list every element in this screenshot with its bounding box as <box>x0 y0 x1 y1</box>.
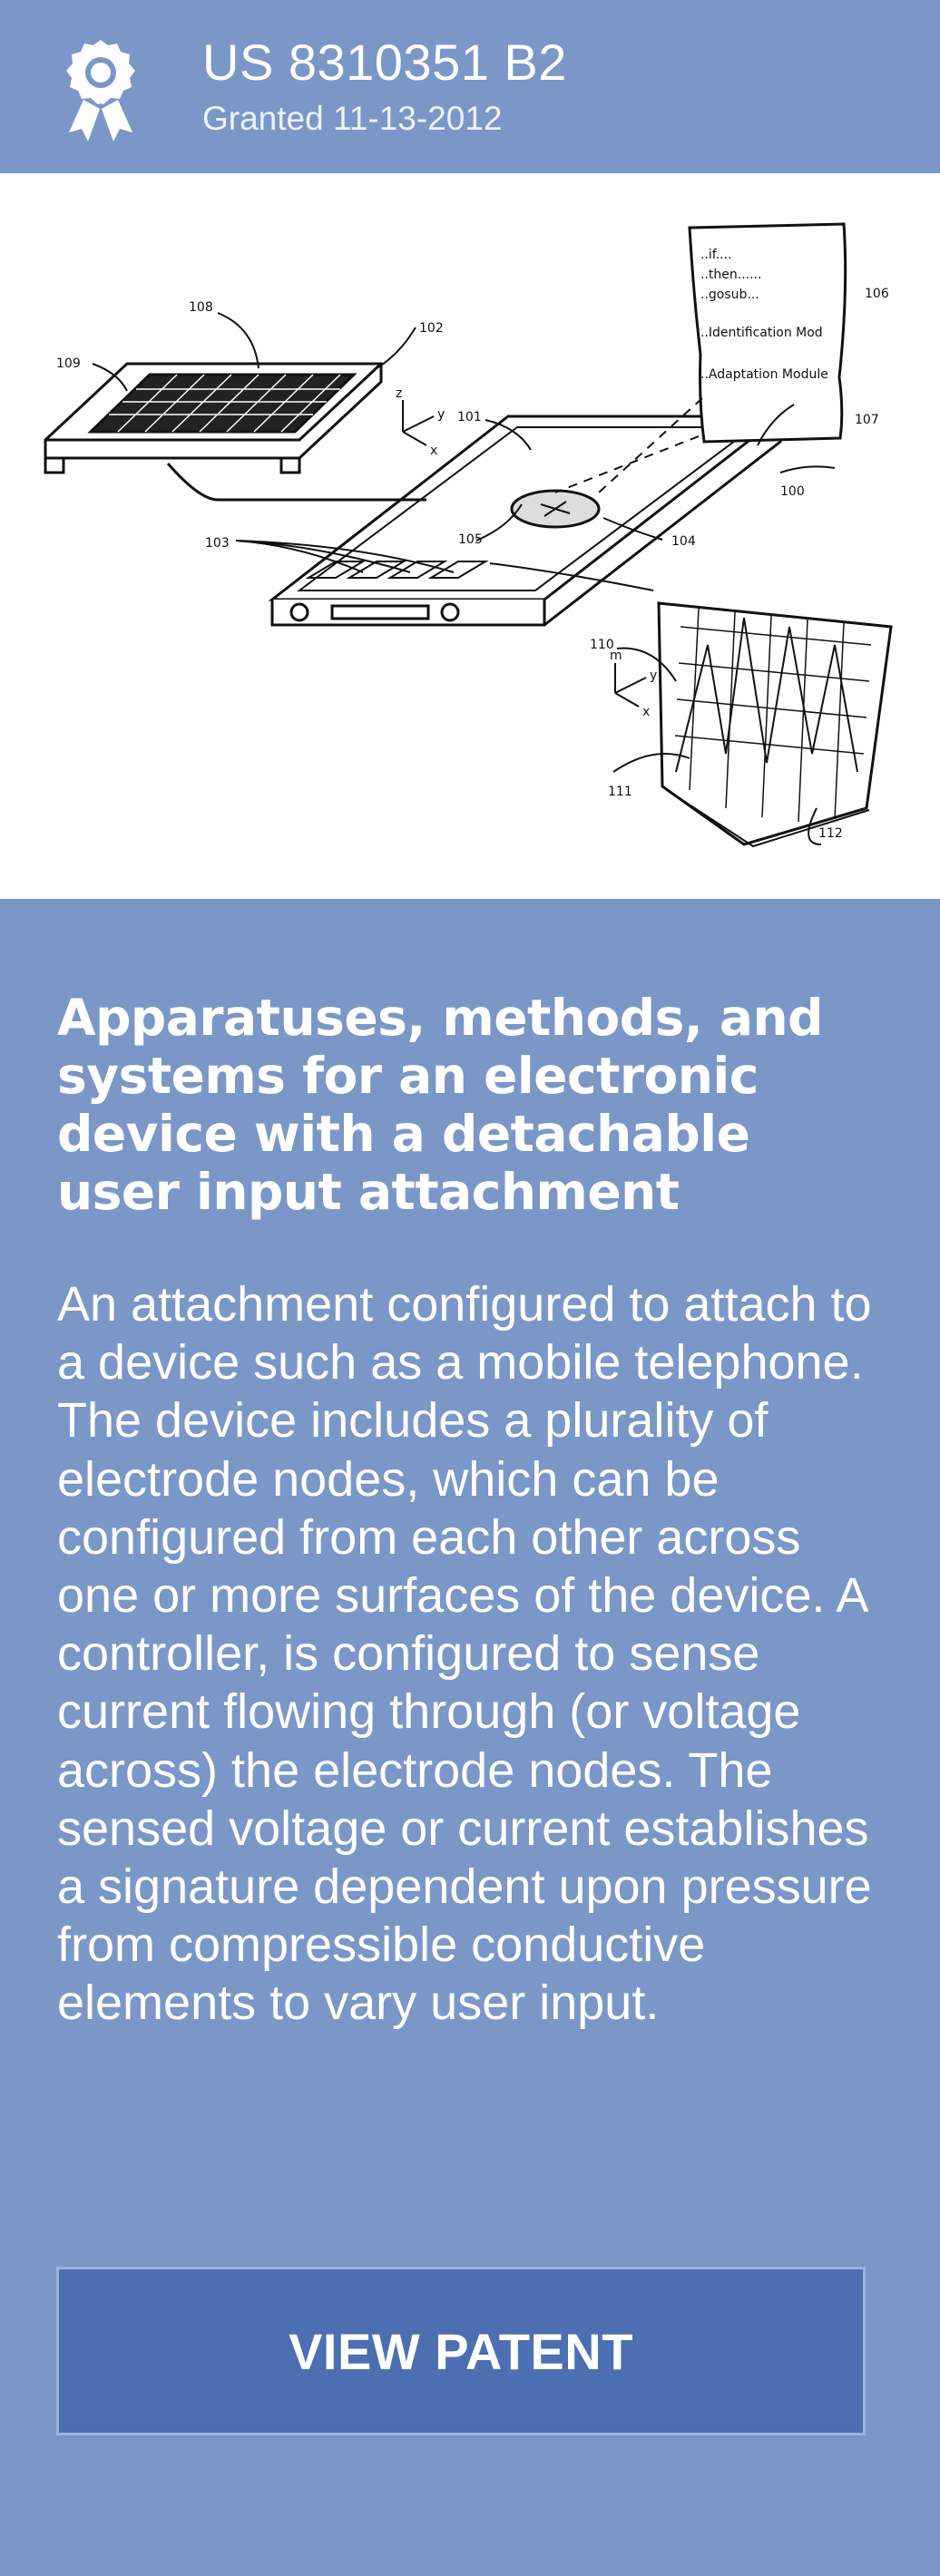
code-line: ..if.... <box>700 248 732 262</box>
ref-107: 107 <box>855 413 879 427</box>
code-line: ..Identification Mod <box>700 326 823 340</box>
patent-title: Apparatuses, methods, and systems for an… <box>57 989 874 1221</box>
ref-105: 105 <box>458 532 483 547</box>
axis-label-y2: y <box>650 668 657 683</box>
ref-106: 106 <box>865 287 889 301</box>
patent-abstract: An attachment configured to attach to a … <box>57 1275 892 2033</box>
ref-102: 102 <box>419 321 444 336</box>
ref-100: 100 <box>780 484 805 499</box>
grant-date: Granted 11-13-2012 <box>202 100 503 138</box>
ref-101: 101 <box>457 410 482 424</box>
ref-104: 104 <box>671 534 696 549</box>
axis-label-y: y <box>437 407 445 422</box>
view-patent-button[interactable]: VIEW PATENT <box>56 2267 866 2435</box>
axis-label-z: z <box>396 386 402 401</box>
code-line: ..gosub... <box>700 288 759 302</box>
code-line: ..then...... <box>700 268 761 282</box>
patent-summary: Apparatuses, methods, and systems for an… <box>0 899 940 2576</box>
patent-drawing: ..if.... ..then...... ..gosub... ..Ident… <box>0 173 940 899</box>
ref-110: 110 <box>590 638 614 652</box>
award-ribbon-icon <box>56 36 145 145</box>
keypad-attachment <box>45 364 381 473</box>
ref-109: 109 <box>56 356 81 371</box>
axis-label-x: x <box>430 444 437 458</box>
ref-108: 108 <box>189 300 213 315</box>
code-line: ..Adaptation Module <box>700 367 828 382</box>
ref-111: 111 <box>608 785 632 799</box>
patent-header: US 8310351 B2 Granted 11-13-2012 <box>0 0 940 173</box>
patent-figure: ..if.... ..then...... ..gosub... ..Ident… <box>0 173 940 899</box>
phone-device <box>272 416 780 625</box>
patent-number: US 8310351 B2 <box>202 33 567 92</box>
ref-103: 103 <box>205 536 230 551</box>
axis-label-x2: x <box>642 705 650 719</box>
pressure-plot <box>659 603 891 846</box>
ref-112: 112 <box>818 826 843 841</box>
